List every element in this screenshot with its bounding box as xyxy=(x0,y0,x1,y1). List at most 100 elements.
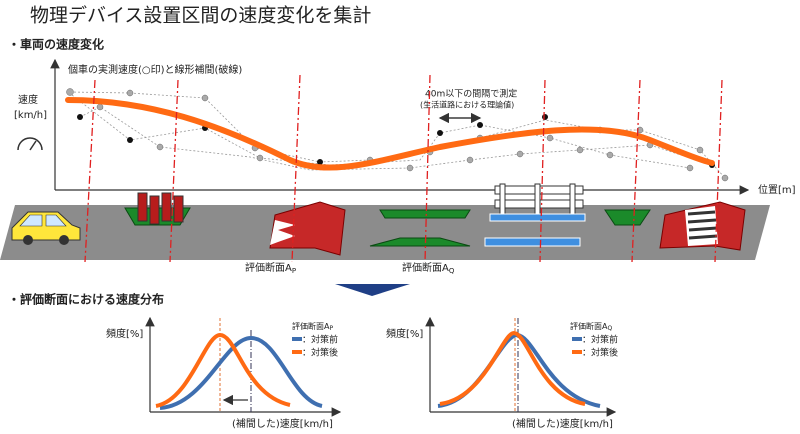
legend-label: ：対策前 xyxy=(302,334,338,346)
bollard-device xyxy=(124,192,191,226)
measurement-dots xyxy=(606,151,614,159)
car xyxy=(11,211,81,245)
gauge-icon xyxy=(29,140,37,151)
before-curve xyxy=(159,335,323,410)
hump-ap xyxy=(270,220,295,245)
section-label: 評価断面A xyxy=(245,261,292,274)
car xyxy=(59,235,69,245)
fence-device xyxy=(489,213,586,222)
measurement-dots-black xyxy=(317,159,323,165)
measurement-dots xyxy=(126,89,134,97)
section-lines xyxy=(291,74,301,263)
section-heading: ・評価断面における速度分布 xyxy=(8,292,164,307)
measurement-dots xyxy=(721,174,729,182)
car xyxy=(23,235,33,245)
panel-axes xyxy=(425,316,617,417)
road-bumps-aq xyxy=(369,237,471,247)
section-lines xyxy=(84,79,96,263)
legend-title: 評価断面A xyxy=(292,321,330,331)
measurement-dots-black xyxy=(127,137,133,143)
measurement-lines xyxy=(71,94,691,169)
panel-axes xyxy=(145,316,342,417)
fence-device xyxy=(499,183,506,215)
legend-title: P xyxy=(329,325,333,332)
measurement-dots xyxy=(156,143,164,151)
measurement-dots xyxy=(516,150,524,158)
fence-device xyxy=(569,183,576,215)
bollard-device xyxy=(161,192,172,222)
legend-title: 評価断面AQ xyxy=(570,321,612,332)
road-bumps-aq xyxy=(379,209,471,219)
car xyxy=(19,214,67,227)
page-title: 物理デバイス設置区間の速度変化を集計 xyxy=(30,5,371,27)
section-lines xyxy=(169,79,179,263)
hump-end xyxy=(659,201,746,251)
speed-curve xyxy=(65,97,715,171)
legend-swatch xyxy=(292,350,302,354)
section-heading: ・車両の速度変化 xyxy=(8,37,104,52)
measurement-dots-black xyxy=(542,114,548,120)
legend-title: 評価断面AP xyxy=(292,321,333,332)
legend-swatch xyxy=(572,337,582,341)
legend-swatch xyxy=(572,350,582,354)
hump-end xyxy=(687,210,718,240)
interval-note: 40m以下の間隔で測定 xyxy=(425,88,517,100)
bollard-device xyxy=(149,195,160,225)
panel-y-label: 頻度[%] xyxy=(386,327,423,340)
section-label: 評価断面A xyxy=(402,261,449,274)
measurement-dots xyxy=(686,164,694,172)
narrowing-device xyxy=(604,209,651,226)
measurement-lines xyxy=(79,106,713,171)
measurement-dots xyxy=(466,156,474,164)
legend-swatch xyxy=(292,337,302,341)
section-label: 評価断面AQ xyxy=(402,261,455,275)
measurement-dots xyxy=(96,103,104,111)
after-curve xyxy=(439,330,586,406)
legend-label: ：対策後 xyxy=(582,347,618,359)
section-lines xyxy=(539,79,546,263)
legend-title: 評価断面A xyxy=(570,321,608,331)
measurement-dots-black xyxy=(77,114,83,120)
measurement-dots xyxy=(696,146,704,154)
road-bumps-aq xyxy=(369,209,471,247)
measurement-dots xyxy=(546,134,554,142)
legend-label: ：対策前 xyxy=(582,334,618,346)
section-label: 評価断面AP xyxy=(245,261,296,275)
after-curve xyxy=(155,332,291,408)
hump-ap xyxy=(269,201,346,256)
fence-device xyxy=(534,183,541,215)
measurement-lines xyxy=(69,91,726,179)
interval-note: (生活道路における理論値) xyxy=(420,100,514,110)
section-lines xyxy=(84,74,723,263)
fence-device xyxy=(484,183,586,247)
section-lines xyxy=(714,79,723,263)
section-label: P xyxy=(292,267,296,275)
y-label: [km/h] xyxy=(14,110,47,121)
legend-label: ：対策後 xyxy=(302,347,338,359)
measurement-dots xyxy=(406,164,414,172)
x-label: 位置[m] xyxy=(758,183,796,196)
speed-axes xyxy=(50,58,750,195)
panel-x-label: (補間した)速度[km/h] xyxy=(512,417,613,430)
y-label: 速度 xyxy=(18,93,38,106)
down-arrow xyxy=(335,284,410,296)
measurement-dots xyxy=(66,88,74,96)
panel-x-label: (補間した)速度[km/h] xyxy=(232,417,333,430)
note: 個車の実測速度(○印)と線形補間(破線) xyxy=(68,63,242,76)
section-lines xyxy=(631,79,641,263)
measurement-dots xyxy=(201,94,209,102)
section-lines xyxy=(424,74,431,263)
fence-device xyxy=(484,237,581,247)
measurement-dots xyxy=(576,146,584,154)
measurement-dots xyxy=(256,154,264,162)
bollard-device xyxy=(173,195,184,223)
measurement-dots-black xyxy=(437,130,443,136)
measurement-dots-black xyxy=(477,122,483,128)
gauge-icon xyxy=(17,137,43,151)
bollard-device xyxy=(137,192,148,222)
section-label: Q xyxy=(449,267,455,275)
panel-y-label: 頻度[%] xyxy=(106,327,143,340)
hump-ap xyxy=(269,201,346,256)
legend-title: Q xyxy=(607,325,612,332)
